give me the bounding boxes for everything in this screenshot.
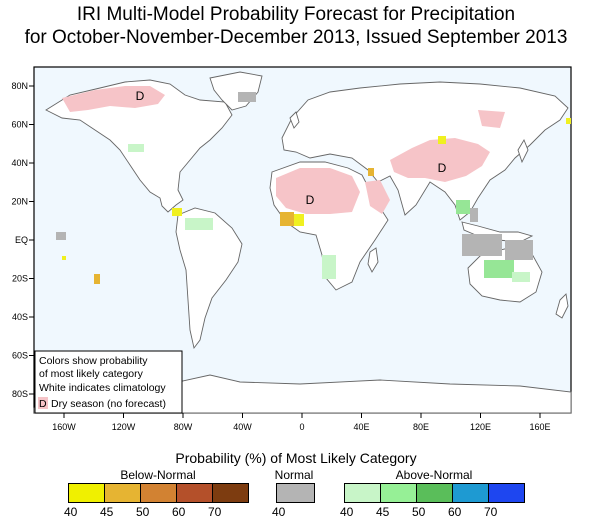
lat-label: EQ	[15, 235, 28, 245]
dry-season-markers: D D D	[136, 89, 447, 207]
below-normal-patch	[94, 274, 100, 284]
dry-swatch	[38, 397, 48, 409]
above-normal-swatch	[452, 483, 489, 503]
above-normal-regions	[128, 144, 530, 282]
lon-label: 160E	[529, 422, 550, 432]
below-normal-patch	[172, 208, 182, 216]
landmass-japan	[517, 138, 529, 164]
above-normal-swatch	[344, 483, 381, 503]
lon-label: 160W	[52, 422, 76, 432]
dry-region-east-asia	[478, 110, 505, 128]
normal-patch	[462, 234, 502, 256]
below-normal-patch	[294, 214, 304, 226]
lat-label: 40N	[11, 158, 28, 168]
normal-patch	[238, 92, 256, 102]
info-line-1: Colors show probability	[39, 355, 148, 367]
lat-label: 60N	[11, 120, 28, 130]
below-normal-patch	[438, 136, 446, 144]
info-dry-marker: D	[39, 398, 47, 410]
lat-label: 40S	[12, 312, 28, 322]
above-normal-tick-label: 70	[484, 505, 498, 519]
below-normal-swatch	[176, 483, 213, 503]
normal-patch	[56, 232, 66, 240]
lat-label: 20S	[12, 274, 28, 284]
above-normal-swatch	[380, 483, 417, 503]
lat-label: 80N	[11, 81, 28, 91]
below-normal-tick-label: 50	[136, 505, 150, 519]
chart-title-line2: for October-November-December 2013, Issu…	[24, 27, 568, 48]
lon-label: 120E	[470, 422, 491, 432]
above-normal-tick-label: 50	[412, 505, 426, 519]
lat-label: 80S	[12, 389, 28, 399]
lat-label: 60S	[12, 351, 28, 361]
dry-marker: D	[306, 193, 315, 207]
landmass-new-zealand	[555, 293, 569, 319]
info-box: Colors show probability of most likely c…	[34, 350, 183, 414]
above-normal-tick-label: 60	[448, 505, 462, 519]
legend-label-normal: Normal	[274, 468, 314, 482]
above-normal-patch	[484, 260, 514, 278]
lon-label: 80E	[413, 422, 429, 432]
below-normal-swatch	[104, 483, 141, 503]
info-line-4: Dry season (no forecast)	[51, 398, 166, 410]
below-normal-swatch	[68, 483, 105, 503]
below-normal-swatch	[140, 483, 177, 503]
legend-label-above-normal: Above-Normal	[395, 468, 473, 482]
dry-marker: D	[136, 89, 145, 103]
landmass-madagascar	[367, 247, 379, 273]
below-normal-swatch	[212, 483, 249, 503]
legend-title: Probability (%) of Most Likely Category	[175, 450, 417, 466]
above-normal-patch	[185, 218, 213, 230]
lon-label: 80W	[174, 422, 193, 432]
above-normal-tick-label: 45	[376, 505, 390, 519]
above-normal-patch	[322, 255, 336, 279]
normal-swatch	[276, 483, 315, 503]
lon-label: 40W	[233, 422, 252, 432]
normal-regions	[56, 92, 533, 260]
below-normal-patch	[566, 118, 571, 124]
info-line-3: White indicates climatology	[39, 382, 166, 394]
dry-region-alaska-canada	[62, 86, 165, 112]
normal-patch	[505, 240, 533, 260]
legend-label-below-normal: Below-Normal	[120, 468, 196, 482]
dry-marker: D	[438, 161, 447, 175]
below-normal-patch	[62, 256, 66, 260]
below-normal-patch	[368, 168, 374, 176]
above-normal-swatch	[416, 483, 453, 503]
longitude-axis: 160W 120W 80W 40W 0 40E 80E 120E 160E	[52, 413, 551, 432]
lon-label: 120W	[112, 422, 136, 432]
landmass-british-isles	[289, 111, 300, 129]
lat-label: 20N	[11, 197, 28, 207]
dry-region-arabia	[365, 180, 390, 214]
lon-label: 0	[299, 422, 304, 432]
above-normal-patch	[456, 200, 470, 214]
above-normal-swatch	[488, 483, 525, 503]
below-normal-tick-label: 70	[208, 505, 222, 519]
normal-patch	[470, 208, 478, 222]
dry-region-asia	[390, 138, 490, 182]
below-normal-tick-label: 40	[64, 505, 78, 519]
dry-season-regions	[62, 86, 505, 214]
forecast-map: D D D 80N 60N 40N 20N EQ 20S 40S 60S 80S 160W 120…	[11, 66, 572, 432]
below-normal-patch	[280, 212, 294, 226]
dry-region-sahara	[276, 168, 360, 214]
chart-title-line1: IRI Multi-Model Probability Forecast for…	[76, 4, 516, 25]
below-normal-tick-label: 60	[172, 505, 186, 519]
normal-tick-label: 40	[272, 505, 286, 519]
info-line-2: of most likely category	[39, 368, 144, 380]
above-normal-tick-label: 40	[340, 505, 354, 519]
below-normal-regions	[62, 118, 571, 284]
above-normal-patch	[512, 272, 530, 282]
landmass-indonesia	[461, 221, 534, 243]
latitude-axis: 80N 60N 40N 20N EQ 20S 40S 60S 80S	[11, 81, 34, 399]
lon-label: 40E	[353, 422, 369, 432]
landmass-south-america	[175, 207, 243, 350]
above-normal-patch	[128, 144, 144, 152]
below-normal-tick-label: 45	[100, 505, 114, 519]
